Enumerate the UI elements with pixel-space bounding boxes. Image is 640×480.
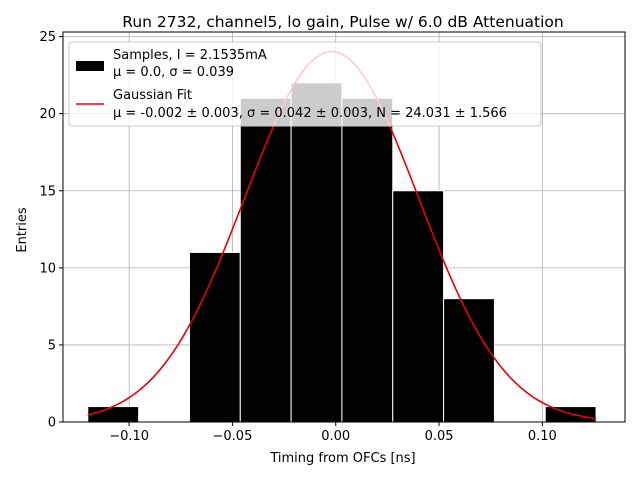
x-tick-label: 0.05 bbox=[425, 429, 454, 444]
y-tick-label: 0 bbox=[48, 416, 56, 431]
histogram-bar bbox=[87, 406, 140, 423]
x-tick-label: −0.05 bbox=[213, 429, 253, 444]
histogram-bars bbox=[87, 82, 597, 423]
y-axis-label: Entries bbox=[15, 207, 30, 253]
histogram-bar bbox=[188, 251, 241, 423]
x-axis-ticks: −0.10 −0.05 0.00 0.05 0.10 bbox=[109, 422, 557, 444]
histogram-bar bbox=[341, 97, 394, 423]
x-tick-label: −0.10 bbox=[109, 429, 149, 444]
histogram-bar bbox=[290, 82, 343, 423]
legend-box bbox=[68, 41, 542, 127]
y-tick-label: 20 bbox=[39, 107, 56, 122]
histogram-bar bbox=[392, 190, 445, 423]
legend-samples-stats: μ = 0.0, σ = 0.039 bbox=[113, 65, 234, 80]
legend-fit-stats: μ = -0.002 ± 0.003, σ = 0.042 ± 0.003, N… bbox=[113, 106, 507, 121]
legend-samples-label: Samples, I = 2.1535mA bbox=[113, 48, 267, 63]
y-tick-label: 15 bbox=[39, 184, 56, 199]
x-tick-label: 0.10 bbox=[528, 429, 557, 444]
legend-fit-label: Gaussian Fit bbox=[113, 88, 192, 103]
histogram-bar bbox=[443, 298, 495, 423]
histogram-bar bbox=[239, 97, 292, 423]
plot-frame bbox=[62, 31, 626, 423]
x-tick-label: 0.00 bbox=[321, 429, 350, 444]
y-tick-label: 10 bbox=[39, 261, 56, 276]
y-tick-label: 25 bbox=[39, 30, 56, 45]
y-tick-label: 5 bbox=[48, 338, 56, 353]
y-axis-ticks: 0 5 10 15 20 25 bbox=[39, 30, 63, 431]
legend-samples-swatch bbox=[76, 61, 104, 71]
x-axis-label: Timing from OFCs [ns] bbox=[269, 451, 415, 466]
chart-title: Run 2732, channel5, lo gain, Pulse w/ 6.… bbox=[122, 13, 563, 31]
legend: Samples, I = 2.1535mA μ = 0.0, σ = 0.039… bbox=[68, 41, 542, 127]
